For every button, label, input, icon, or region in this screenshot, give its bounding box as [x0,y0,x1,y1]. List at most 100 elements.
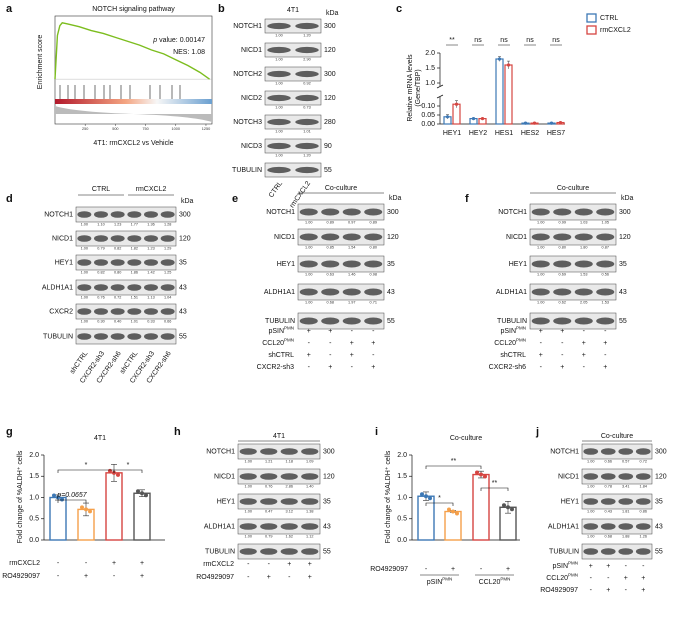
blot-strip [529,203,617,221]
condition-label: RO4929097 [540,587,578,594]
band [267,46,291,54]
data-point [502,503,506,508]
band [260,448,278,455]
condition-label: pSINPMN [500,326,526,335]
condition-label: rmCXCL2 [9,560,40,567]
legend-label: rmCXCL2 [600,27,631,34]
data-point [471,117,476,121]
band [110,259,125,266]
x-axis-label: 4T1: rmCXCL2 vs Vehicle [93,140,173,147]
protein-label: NOTCH3 [233,119,262,126]
blot-strip [264,138,322,154]
condition-sign: + [112,560,116,567]
band [301,498,319,505]
band [160,235,175,242]
p-value: p value: 0.00147 [152,37,205,44]
band [110,211,125,218]
blot-strip [264,66,322,82]
sig-bracket [480,487,509,491]
condition-sign: - [480,566,483,573]
condition-sign: + [641,575,645,582]
band [321,208,340,216]
band [239,448,257,455]
kda-label: 43 [323,523,331,530]
band [342,288,361,296]
band [267,70,291,78]
kda-label: 35 [619,261,627,268]
band [321,260,340,268]
x-tick-label: 500 [112,127,118,131]
sig-bracket [425,502,454,506]
quant-label: 3.41 [622,485,629,489]
condition-label-sup: PMN [568,573,578,578]
condition-sign: + [287,561,291,568]
blot-title: Co-culture [325,185,357,192]
condition-label-sup: PMN [568,561,578,566]
y-tick-label: 2.0 [425,50,435,57]
condition-sign: + [641,587,645,594]
blot-title: 4T1 [273,433,285,440]
band [596,288,615,296]
band [618,473,634,480]
condition-label-sup: PMN [516,338,526,343]
quant-label: 0.98 [370,273,377,277]
quant-label: 1.00 [537,273,544,277]
condition-label: pSINPMN [268,326,294,335]
condition-sign: - [604,352,607,359]
kda-label: 120 [387,234,399,241]
band [280,473,298,480]
band [94,211,108,218]
condition-label-main: pSIN [500,328,516,335]
band [77,259,92,266]
condition-label: RO4929097 [370,566,408,573]
kda-label: 43 [179,284,187,291]
band [321,233,340,241]
protein-label: ALDH1A1 [264,289,295,296]
quant-label: 0.86 [640,510,647,514]
y-tick-label: 2.0 [29,452,39,459]
band [160,308,175,315]
condition-label: rmCXCL2 [203,561,234,568]
band [94,308,108,315]
protein-label: TUBULIN [43,333,73,340]
band [267,118,291,126]
band [553,260,572,268]
blot-strip [237,468,321,485]
kda-header: kDa [621,195,634,202]
kda-label: 300 [324,23,336,30]
data-point [116,472,120,477]
quant-label: 1.36 [147,223,154,227]
kda-label: 55 [619,318,627,325]
quant-label: 1.38 [306,510,313,514]
kda-label: 55 [323,548,331,555]
x-tick-label: 1000 [172,127,180,131]
condition-sign: + [308,574,312,581]
quant-label: 2.05 [580,301,587,305]
nes: NES: 1.08 [173,49,205,56]
blot-strip [237,543,321,560]
band [583,548,599,555]
band [618,498,634,505]
chart-title: NOTCH signaling pathway [92,6,175,13]
condition-sign: + [84,573,88,580]
kda-label: 55 [179,333,187,340]
quant-label: 0.30 [97,320,104,324]
quant-label: 1.00 [81,223,88,227]
quant-label: 1.00 [537,221,544,225]
quant-label: 1.00 [587,510,594,514]
band [531,233,550,241]
sig-bracket [57,499,87,503]
protein-label: NOTCH1 [233,23,262,30]
band [531,260,550,268]
quant-label: 0.66 [164,320,171,324]
band [635,473,651,480]
group-label-sup: PMN [442,577,452,582]
protein-label: NOTCH1 [498,209,527,216]
condition-sign: + [451,566,455,573]
band [94,333,108,340]
quant-label: 1.81 [622,510,629,514]
band [364,317,383,325]
band [553,208,572,216]
band [299,208,318,216]
condition-label: pSINPMN [552,561,578,570]
